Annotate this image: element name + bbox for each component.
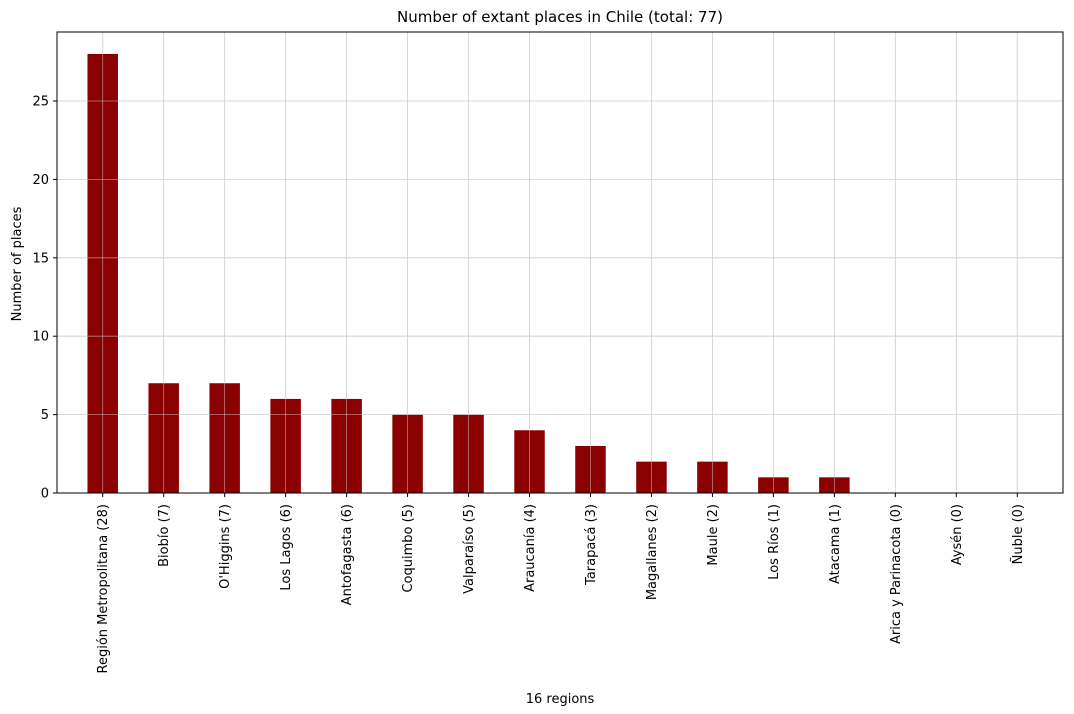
ticks: 0 5 10 15 20 25 Región Metropolitana (28) Biobí… xyxy=(32,94,1025,673)
x-tick-label: Arica y Parinacota (0) xyxy=(889,504,904,644)
y-tick-label: 5 xyxy=(41,408,49,423)
chart-title: Number of extant places in Chile (total:… xyxy=(397,8,723,26)
x-tick-label: Tarapacá (3) xyxy=(584,504,599,586)
x-tick-label: Región Metropolitana (28) xyxy=(96,504,111,673)
y-tick-label: 10 xyxy=(32,330,49,345)
x-tick-label: Aysén (0) xyxy=(950,504,965,565)
y-tick-label: 25 xyxy=(32,94,49,109)
x-tick-label: Maule (2) xyxy=(706,504,721,566)
plot-frame xyxy=(56,31,1064,494)
x-tick-label: Ñuble (0) xyxy=(1010,504,1026,564)
x-tick-label: Biobío (7) xyxy=(157,504,172,567)
y-tick-label: 20 xyxy=(32,173,49,188)
x-tick-label: Coquimbo (5) xyxy=(401,504,416,593)
x-tick-label: Los Lagos (6) xyxy=(279,504,294,591)
x-tick-label: Atacama (1) xyxy=(828,504,843,584)
y-tick-label: 15 xyxy=(32,251,49,266)
x-tick-label: Araucanía (4) xyxy=(523,504,538,592)
x-tick-label: Los Ríos (1) xyxy=(767,504,782,580)
x-tick-label: Magallanes (2) xyxy=(645,504,660,600)
x-axis-label: 16 regions xyxy=(526,692,595,707)
y-tick-label: 0 xyxy=(41,487,49,502)
x-tick-label: Antofagasta (6) xyxy=(340,504,355,605)
y-axis-label: Number of places xyxy=(10,206,25,321)
x-tick-label: Valparaíso (5) xyxy=(462,504,477,594)
x-tick-label: O'Higgins (7) xyxy=(218,504,233,589)
